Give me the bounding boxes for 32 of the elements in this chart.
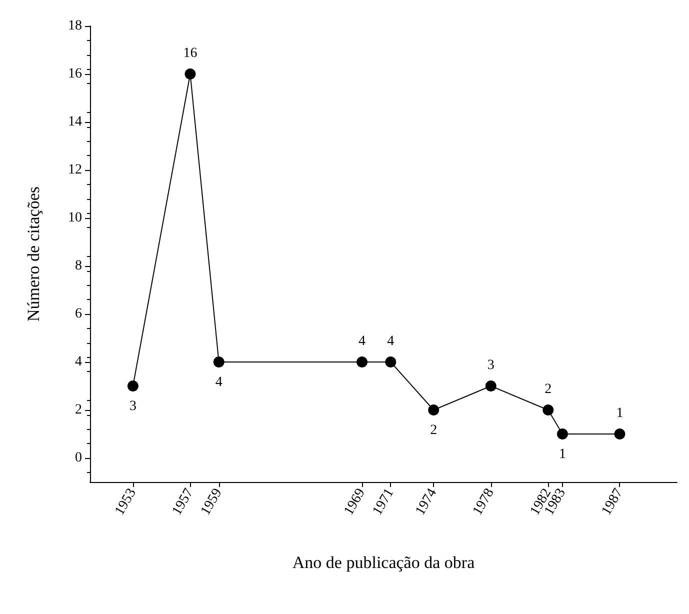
y-tick-label: 8 xyxy=(75,258,82,274)
y-tick-label: 18 xyxy=(68,18,82,34)
y-tick-label: 4 xyxy=(75,354,82,370)
data-label: 2 xyxy=(544,382,552,397)
point xyxy=(542,404,554,416)
x-axis-title: Ano de publicação da obra xyxy=(292,553,476,572)
data-label: 1 xyxy=(616,406,624,421)
y-tick-label: 0 xyxy=(75,450,82,466)
y-tick-label: 16 xyxy=(68,66,82,82)
data-label: 1 xyxy=(558,447,566,462)
point xyxy=(485,380,496,392)
point xyxy=(127,380,138,392)
point xyxy=(428,404,440,416)
point xyxy=(614,428,626,440)
point xyxy=(385,356,396,368)
y-axis-title: Número de citações xyxy=(24,186,43,322)
point xyxy=(184,68,196,80)
y-tick-label: 14 xyxy=(68,114,82,130)
y-tick-label: 2 xyxy=(75,402,82,418)
data-label: 3 xyxy=(487,358,494,373)
data-label: 4 xyxy=(387,334,394,349)
y-tick-label: 6 xyxy=(75,306,82,322)
point xyxy=(556,428,568,440)
data-label: 4 xyxy=(215,375,222,390)
data-label: 4 xyxy=(358,334,366,349)
y-tick-label: 12 xyxy=(68,162,82,178)
data-label: 3 xyxy=(129,399,136,414)
point xyxy=(213,356,224,368)
y-tick-label: 10 xyxy=(68,210,82,226)
data-label: 2 xyxy=(430,423,438,438)
data-label: 16 xyxy=(183,46,198,61)
point xyxy=(356,356,368,368)
